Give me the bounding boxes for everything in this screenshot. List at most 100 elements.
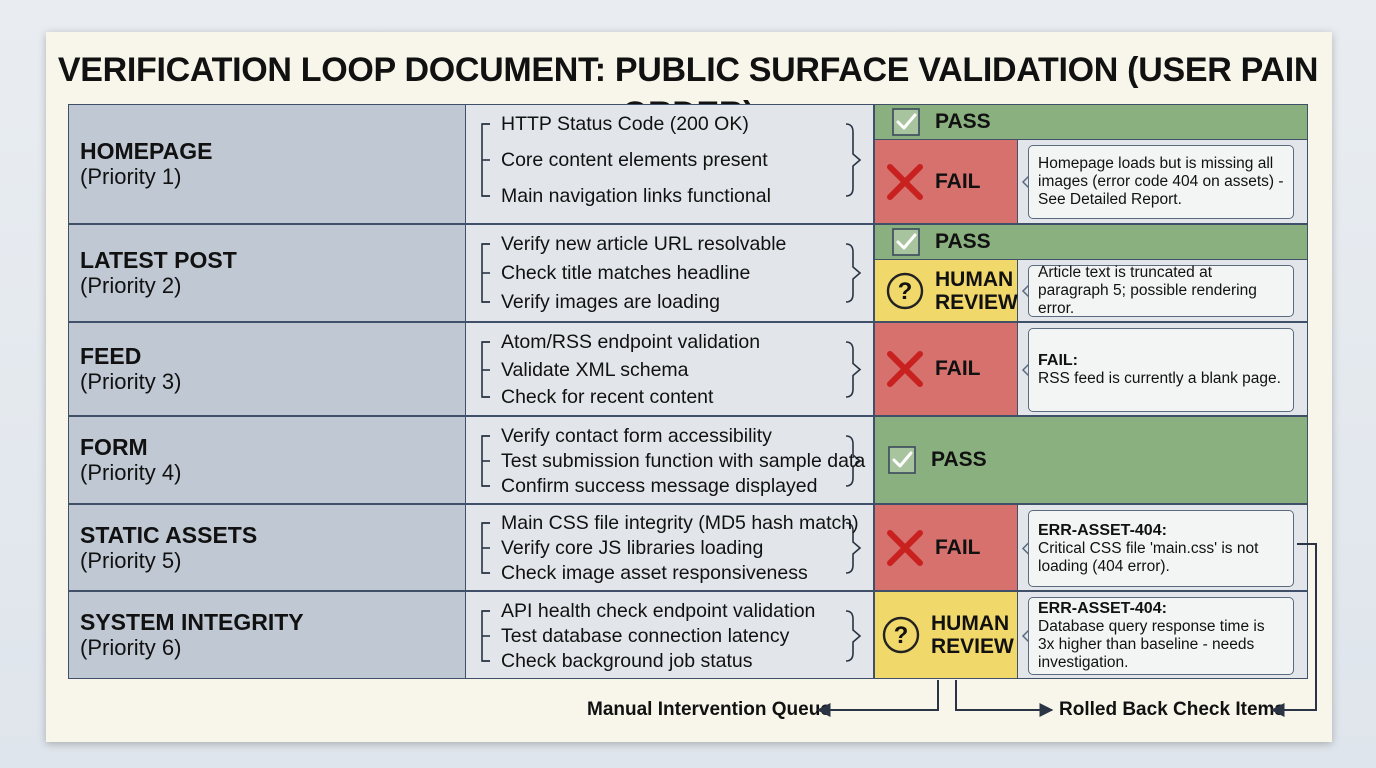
- check-item: Verify core JS libraries loading: [501, 537, 764, 559]
- note-pointer: [1021, 363, 1030, 377]
- note-error-code: ERR-ASSET-404:: [1038, 521, 1167, 539]
- checks-bracket: [481, 123, 862, 197]
- surface-area-priority: (Priority 6): [80, 635, 182, 660]
- surface-area-cell: LATEST POST (Priority 2): [68, 224, 466, 322]
- status-label: PASS: [935, 230, 991, 253]
- note-pointer: [1021, 541, 1030, 556]
- checks-cell: API health check endpoint validation Test…: [466, 591, 874, 679]
- verification-row-system-integrity: SYSTEM INTEGRITY (Priority 6) API health…: [68, 591, 1308, 679]
- surface-area-cell: FORM (Priority 4): [68, 416, 466, 504]
- surface-area-cell: HOMEPAGE (Priority 1): [68, 104, 466, 224]
- verification-row-static-assets: STATIC ASSETS (Priority 5) Main CSS file…: [68, 504, 1308, 591]
- surface-area-priority: (Priority 1): [80, 164, 182, 189]
- check-item: Confirm success message displayed: [501, 475, 818, 497]
- note-text: Homepage loads but is missing all images…: [1038, 155, 1284, 208]
- check-icon: [891, 107, 921, 137]
- x-icon: [885, 162, 925, 202]
- check-item: API health check endpoint validation: [501, 600, 816, 622]
- surface-area-name: STATIC ASSETS: [80, 521, 258, 548]
- surface-area-priority: (Priority 4): [80, 460, 182, 485]
- status-label: HUMAN REVIEW: [931, 612, 1014, 658]
- verification-row-homepage: HOMEPAGE (Priority 1) HTTP Status Code (…: [68, 104, 1308, 224]
- rolled-back-check-items-label: Rolled Back Check Items: [1059, 699, 1285, 720]
- status-note: Homepage loads but is missing all images…: [1028, 145, 1294, 219]
- status-pass-badge: PASS: [874, 224, 1308, 260]
- checks-bracket: [481, 435, 862, 487]
- checks-cell: HTTP Status Code (200 OK) Core content el…: [466, 104, 874, 224]
- surface-area-name: FORM: [80, 434, 148, 460]
- note-pointer: [1021, 284, 1030, 298]
- checks-bracket: [481, 243, 862, 303]
- status-review-badge: ? HUMAN REVIEW: [874, 260, 1018, 322]
- document-title: VERIFICATION LOOP DOCUMENT: PUBLIC SURFA…: [57, 51, 1319, 133]
- x-icon: [885, 528, 925, 568]
- verification-row-form: FORM (Priority 4) Verify contact form ac…: [68, 416, 1308, 504]
- x-icon: [885, 349, 925, 389]
- status-note-cell: ERR-ASSET-404: Database query response t…: [1018, 591, 1308, 679]
- status-fail-badge: FAIL: [874, 322, 1018, 416]
- surface-area-name: FEED: [80, 343, 142, 369]
- check-item: Check title matches headline: [501, 262, 751, 284]
- check-item: Verify images are loading: [501, 291, 720, 313]
- check-item: Main navigation links functional: [501, 185, 771, 207]
- status-fail-badge: FAIL: [874, 140, 1018, 224]
- question-icon: ?: [881, 615, 921, 655]
- note-error-code: FAIL:: [1038, 352, 1078, 369]
- surface-area-cell: STATIC ASSETS (Priority 5): [68, 504, 466, 591]
- status-note: Article text is truncated at paragraph 5…: [1028, 264, 1294, 317]
- check-item: Check background job status: [501, 650, 753, 672]
- status-pass-badge: PASS: [874, 416, 1308, 504]
- surface-area-name: HOMEPAGE: [80, 138, 213, 164]
- check-item: Verify new article URL resolvable: [501, 233, 787, 255]
- note-text: RSS feed is currently a blank page.: [1038, 370, 1281, 387]
- status-note-cell: ERR-ASSET-404: Critical CSS file 'main.c…: [1018, 504, 1308, 591]
- status-note: FAIL: RSS feed is currently a blank page…: [1028, 328, 1294, 412]
- check-item: Check image asset responsiveness: [501, 562, 808, 584]
- check-item: Core content elements present: [501, 149, 768, 171]
- note-text: Database query response time is 3x highe…: [1038, 618, 1265, 671]
- check-item: Main CSS file integrity (MD5 hash match): [501, 512, 859, 534]
- check-icon: [887, 445, 917, 475]
- status-label: PASS: [935, 110, 991, 133]
- status-note-cell: Article text is truncated at paragraph 5…: [1018, 260, 1308, 322]
- status-label: HUMAN REVIEW: [935, 267, 1018, 314]
- surface-area-cell: FEED (Priority 3): [68, 322, 466, 416]
- svg-text:?: ?: [894, 622, 909, 649]
- check-item: Check for recent content: [501, 386, 714, 408]
- note-text: Article text is truncated at paragraph 5…: [1038, 264, 1257, 317]
- status-note-cell: FAIL: RSS feed is currently a blank page…: [1018, 322, 1308, 416]
- note-error-code: ERR-ASSET-404:: [1038, 600, 1167, 617]
- status-label: FAIL: [935, 169, 981, 193]
- checks-cell: Verify new article URL resolvable Check t…: [466, 224, 874, 322]
- check-item: Validate XML schema: [501, 359, 689, 381]
- status-review-badge: ? HUMAN REVIEW: [874, 591, 1018, 679]
- surface-area-name: LATEST POST: [80, 247, 237, 273]
- surface-area-priority: (Priority 3): [80, 369, 182, 394]
- surface-area-priority: (Priority 5): [80, 547, 182, 573]
- question-icon: ?: [885, 271, 925, 311]
- note-text: Critical CSS file 'main.css' is not load…: [1038, 539, 1259, 575]
- check-item: HTTP Status Code (200 OK): [501, 113, 749, 135]
- surface-area-cell: SYSTEM INTEGRITY (Priority 6): [68, 591, 466, 679]
- status-note-cell: Homepage loads but is missing all images…: [1018, 140, 1308, 224]
- checks-bracket: [481, 522, 862, 574]
- status-label: FAIL: [935, 357, 981, 380]
- status-note: ERR-ASSET-404: Database query response t…: [1028, 597, 1294, 675]
- note-pointer: [1021, 175, 1030, 189]
- surface-area-priority: (Priority 2): [80, 273, 182, 298]
- checks-cell: Main CSS file integrity (MD5 hash match)…: [466, 504, 874, 591]
- status-label: PASS: [931, 448, 987, 471]
- status-pass-badge: PASS: [874, 104, 1308, 140]
- check-item: Verify contact form accessibility: [501, 425, 772, 447]
- check-icon: [891, 227, 921, 257]
- check-item: Test submission function with sample dat…: [501, 450, 866, 472]
- verification-row-feed: FEED (Priority 3) Atom/RSS endpoint vali…: [68, 322, 1308, 416]
- verification-row-latest-post: LATEST POST (Priority 2) Verify new arti…: [68, 224, 1308, 322]
- status-label: FAIL: [935, 535, 981, 559]
- status-fail-badge: FAIL: [874, 504, 1018, 591]
- check-item: Atom/RSS endpoint validation: [501, 331, 761, 353]
- check-item: Test database connection latency: [501, 625, 790, 647]
- svg-text:?: ?: [898, 278, 913, 305]
- checks-cell: Atom/RSS endpoint validation Validate XML…: [466, 322, 874, 416]
- checks-bracket: [481, 610, 862, 662]
